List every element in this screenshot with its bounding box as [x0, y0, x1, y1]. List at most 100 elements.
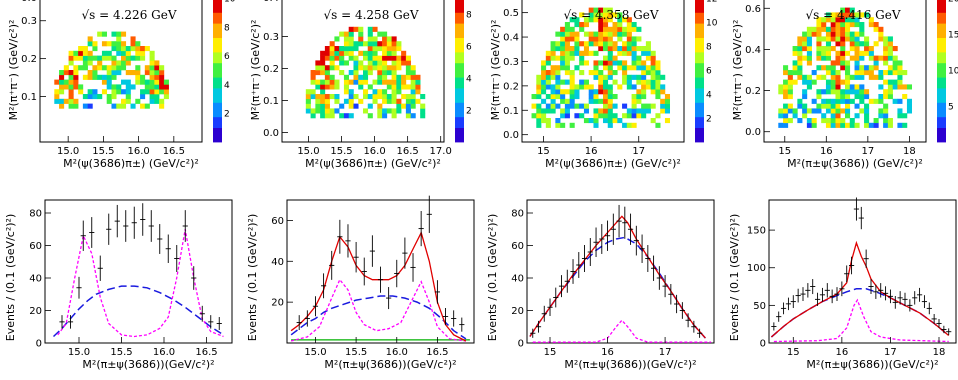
heatmap-cell — [607, 103, 613, 109]
heatmap-cell — [396, 46, 402, 52]
heatmap-cell — [816, 41, 822, 47]
data-point — [839, 281, 845, 297]
heatmap-cell — [840, 17, 846, 23]
heatmap-cell — [391, 70, 397, 76]
signal-curve — [532, 319, 712, 343]
heatmap-cell — [149, 70, 155, 76]
heatmap-cell — [821, 98, 827, 104]
heatmap-cell — [163, 89, 169, 95]
heatmap-cell — [59, 70, 65, 76]
heatmap-cell — [315, 94, 321, 100]
heatmap-cell — [607, 55, 613, 61]
data-point — [800, 287, 806, 302]
heatmap-cell — [391, 113, 397, 119]
heatmap-cell — [835, 122, 841, 128]
heatmap-cell — [569, 70, 575, 76]
heatmap-cell — [579, 60, 585, 66]
heatmap-cell — [536, 79, 542, 85]
heatmap-cell — [864, 94, 870, 100]
heatmap-cell — [569, 98, 575, 104]
color-bar-segment — [213, 19, 222, 24]
heatmap-cell — [560, 60, 566, 66]
heatmap-cell — [825, 41, 832, 47]
heatmap-cell — [541, 79, 547, 85]
heatmap-cell — [130, 70, 136, 76]
heatmap-cell — [372, 36, 378, 42]
color-bar-segment — [455, 5, 464, 10]
color-bar-segment — [213, 134, 222, 139]
color-bar-segment — [213, 131, 222, 136]
heatmap-cell — [636, 55, 642, 61]
heatmap-cell — [816, 36, 822, 42]
heatmap-cell — [59, 74, 65, 80]
heatmap-cell — [130, 41, 136, 47]
heatmap-cell — [825, 17, 832, 23]
heatmap-cell — [664, 118, 671, 124]
heatmap-cell — [825, 103, 832, 109]
color-bar-segment — [455, 44, 464, 49]
heatmap-cell — [405, 113, 411, 119]
heatmap-cell — [603, 79, 609, 85]
heatmap-cell — [883, 36, 889, 42]
heatmap-cell — [135, 98, 141, 104]
color-bar-segment — [695, 59, 704, 64]
heatmap-cell — [636, 94, 642, 100]
heatmap-cell — [315, 103, 321, 109]
heatmap-cell — [906, 84, 913, 90]
data-point — [394, 259, 400, 288]
data-point — [907, 299, 913, 312]
y-tick-label: 0.0 — [21, 0, 37, 4]
data-point — [530, 328, 536, 338]
heatmap-cell — [78, 89, 84, 95]
heatmap-cell — [363, 50, 369, 56]
heatmap-cell — [106, 41, 112, 47]
heatmap-cell — [878, 108, 884, 114]
heatmap-cell — [324, 65, 330, 71]
heatmap-cell — [641, 103, 647, 109]
heatmap-cell — [583, 84, 590, 90]
color-bar-segment — [695, 62, 704, 67]
heatmap-cell — [63, 98, 69, 104]
heatmap-cell — [845, 50, 851, 56]
heatmap-cell — [363, 55, 369, 61]
heatmap-cell — [550, 84, 556, 90]
heatmap-cell — [792, 113, 798, 119]
color-bar-label: 12 — [706, 0, 717, 5]
heatmap-cell — [545, 94, 551, 100]
projection-plot: 15 16 17 0 20 40 60 80 M²(π±ψ(3686))(GeV/c²)² Eve… — [482, 188, 722, 378]
heatmap-cell — [631, 94, 637, 100]
y-tick-label: 0.2 — [503, 81, 519, 92]
data-point — [780, 302, 787, 315]
heatmap-cell — [310, 89, 316, 95]
heatmap-cell — [87, 103, 93, 109]
heatmap-cell — [329, 79, 335, 85]
heatmap-cell — [603, 74, 609, 80]
heatmap-cell — [536, 118, 542, 124]
y-tick-label: 40 — [29, 274, 42, 285]
heatmap-cell — [339, 46, 345, 52]
heatmap-cell — [840, 60, 846, 66]
color-bar-segment — [213, 80, 222, 85]
dalitz-plot: 15.015.516.016.517.00.00.10.20.30.4M²(ψ(… — [242, 0, 482, 182]
data-point — [897, 291, 903, 305]
color-bar-segment — [455, 80, 464, 85]
heatmap-cell — [545, 70, 551, 76]
heatmap-cells — [531, 7, 671, 128]
heatmap-cell — [830, 26, 836, 32]
color-bar-segment — [455, 120, 464, 125]
heatmap-cell — [564, 60, 570, 66]
heatmap-cell — [859, 84, 865, 90]
heatmap-cell — [883, 60, 889, 66]
heatmap-cell — [830, 60, 836, 66]
projection-svg: 15 16 17020406080M²(π±ψ(3686))(GeV/c²)²Eve… — [486, 199, 715, 371]
heatmap-cell — [607, 113, 613, 119]
heatmap-cell — [560, 31, 566, 37]
data-point — [564, 269, 570, 293]
heatmap-cell — [111, 89, 117, 95]
heatmap-cell — [641, 108, 647, 114]
color-bar-segment — [213, 138, 222, 143]
heatmap-cell — [579, 103, 585, 109]
heatmap-cell — [324, 46, 330, 52]
heatmap-cell — [821, 89, 827, 95]
heatmap-cell — [825, 50, 832, 56]
